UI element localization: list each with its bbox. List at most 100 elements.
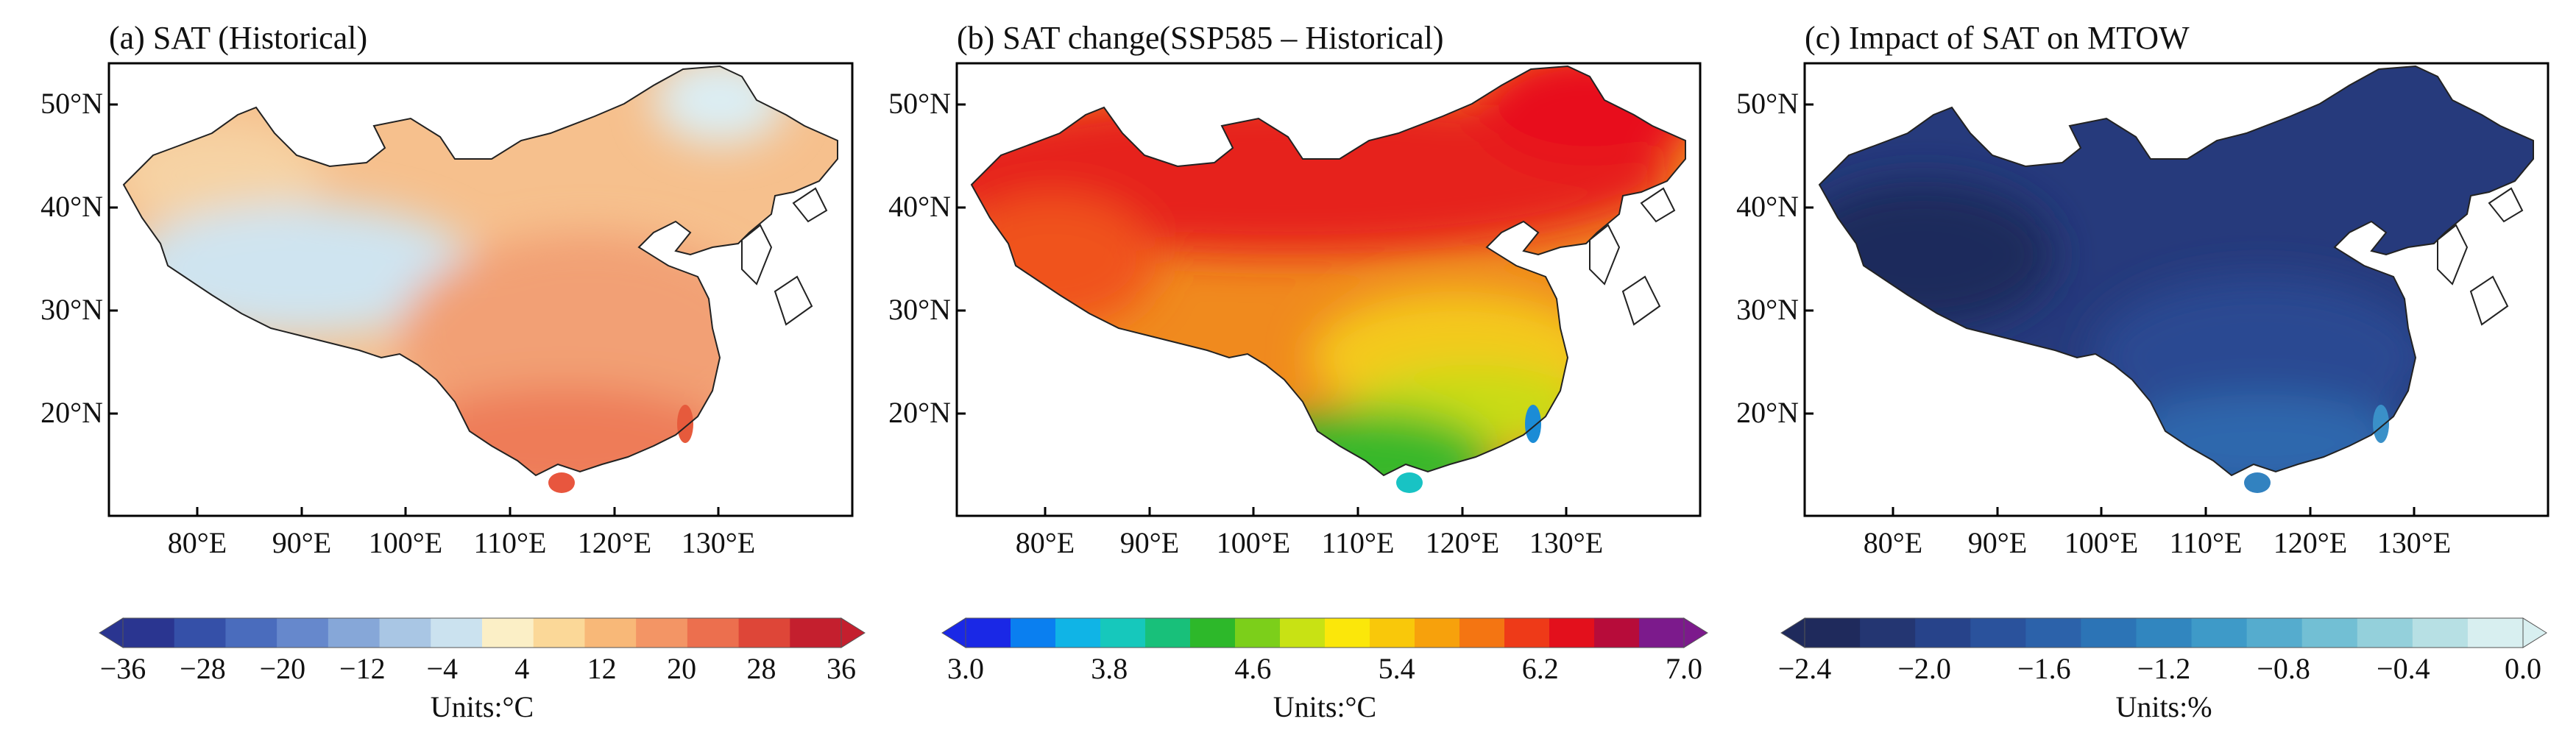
lon-label: 130°E bbox=[1529, 526, 1603, 559]
colorbar-tick-label: 3.8 bbox=[1091, 652, 1128, 685]
colorbar-tick-label: −1.6 bbox=[2017, 652, 2071, 685]
colorbar-segment bbox=[636, 618, 688, 648]
lon-label: 110°E bbox=[474, 526, 547, 559]
lat-label: 50°N bbox=[1736, 87, 1799, 120]
panel-b-taiwan bbox=[1525, 405, 1541, 443]
colorbar-max-arrow bbox=[841, 617, 866, 648]
panel-a-map bbox=[107, 62, 854, 517]
lon-label: 100°E bbox=[1217, 526, 1290, 559]
colorbar-segment bbox=[2467, 618, 2524, 648]
colorbar-segment bbox=[2301, 618, 2358, 648]
colorbar-tick-label: −28 bbox=[180, 652, 226, 685]
panel-b-lon-labels: 80°E 90°E 100°E 110°E 120°E 130°E bbox=[1016, 507, 1603, 559]
colorbar-min-arrow bbox=[99, 617, 124, 648]
colorbar-segment bbox=[482, 618, 534, 648]
colorbar-segment bbox=[2136, 618, 2193, 648]
lat-label: 40°N bbox=[1736, 190, 1799, 223]
panel-b-frame bbox=[955, 62, 1702, 517]
panel-c-taiwan bbox=[2373, 405, 2389, 443]
lon-label: 90°E bbox=[1968, 526, 2027, 559]
colorbar-segment bbox=[2081, 618, 2137, 648]
panel-c: (c) Impact of SAT on MTOW 50°N 40°N 30°N 20… bbox=[1736, 20, 2550, 559]
lon-label: 100°E bbox=[2064, 526, 2138, 559]
colorbar-units: Units:% bbox=[2115, 690, 2212, 723]
colorbar-tick-label: 36 bbox=[827, 652, 856, 685]
lon-label: 110°E bbox=[2170, 526, 2243, 559]
lon-label: 80°E bbox=[168, 526, 227, 559]
lat-label: 20°N bbox=[1736, 396, 1799, 429]
colorbar-min-arrow bbox=[1780, 617, 1805, 648]
panel-a-zone-south bbox=[396, 387, 735, 475]
lon-label: 120°E bbox=[578, 526, 651, 559]
colorbar-segment bbox=[1145, 618, 1191, 648]
colorbar-segment bbox=[123, 618, 175, 648]
colorbar-tick-label: 4.6 bbox=[1234, 652, 1271, 685]
lon-label: 120°E bbox=[2274, 526, 2347, 559]
panel-c-zone-central bbox=[2092, 277, 2430, 439]
panel-a-lat-labels: 50°N 40°N 30°N 20°N bbox=[40, 87, 118, 429]
colorbar-segment bbox=[738, 618, 790, 648]
panel-c-lat-labels: 50°N 40°N 30°N 20°N bbox=[1736, 87, 1814, 429]
lat-label: 30°N bbox=[40, 293, 103, 326]
colorbar-units: Units:°C bbox=[1273, 690, 1376, 723]
lon-label: 90°E bbox=[1120, 526, 1179, 559]
colorbar-a: −36 −28 −20 −12 −4 4 12 20 28 36 Units:°C bbox=[99, 617, 866, 723]
colorbar-outline bbox=[122, 617, 842, 648]
colorbar-segment bbox=[277, 618, 329, 648]
colorbar-segment bbox=[1100, 618, 1146, 648]
colorbar-segment bbox=[1970, 618, 2026, 648]
lon-label: 80°E bbox=[1016, 526, 1075, 559]
colorbar-max-arrow bbox=[1683, 617, 1708, 648]
colorbar-segment bbox=[966, 618, 1011, 648]
colorbar-segment bbox=[1860, 618, 1916, 648]
colorbar-tick-label: −12 bbox=[339, 652, 386, 685]
colorbar-b: 3.0 3.8 4.6 5.4 6.2 7.0 Units:°C bbox=[941, 617, 1708, 723]
lat-label: 50°N bbox=[888, 87, 951, 120]
colorbar-min-arrow bbox=[941, 617, 966, 648]
colorbar-tick-label: 3.0 bbox=[947, 652, 984, 685]
colorbar-segment bbox=[584, 618, 637, 648]
colorbar-segment bbox=[328, 618, 381, 648]
colorbar-segment bbox=[2412, 618, 2469, 648]
panel-b: (b) SAT change(SSP585 – Historical) 50°N… bbox=[888, 20, 1702, 559]
colorbar-tick-label: 12 bbox=[587, 652, 617, 685]
colorbar-segment bbox=[1639, 618, 1685, 648]
panel-b-coastlines bbox=[1589, 187, 1676, 326]
colorbar-tick-label: −2.4 bbox=[1778, 652, 1832, 685]
lat-label: 30°N bbox=[888, 293, 951, 326]
colorbar-segment bbox=[1280, 618, 1326, 648]
lon-label: 130°E bbox=[2377, 526, 2451, 559]
colorbar-segment bbox=[2246, 618, 2303, 648]
lon-label: 90°E bbox=[272, 526, 331, 559]
colorbar-segment bbox=[431, 618, 483, 648]
colorbar-segment bbox=[379, 618, 431, 648]
colorbar-segment bbox=[1459, 618, 1505, 648]
panel-b-lat-labels: 50°N 40°N 30°N 20°N bbox=[888, 87, 966, 429]
panel-a-frame bbox=[107, 62, 854, 517]
panel-b-hainan bbox=[1396, 472, 1423, 493]
colorbar-tick-label: −4 bbox=[426, 652, 458, 685]
panel-c-map bbox=[1803, 62, 2550, 517]
colorbar-tick-label: 4 bbox=[514, 652, 529, 685]
colorbar-tick-label: 0.0 bbox=[2505, 652, 2541, 685]
panel-a-coastlines bbox=[741, 187, 828, 326]
colorbar-segment bbox=[1011, 618, 1056, 648]
lat-label: 50°N bbox=[40, 87, 103, 120]
colorbar-segment bbox=[687, 618, 740, 648]
lat-label: 20°N bbox=[40, 396, 103, 429]
colorbar-segment bbox=[225, 618, 277, 648]
colorbar-segment bbox=[2025, 618, 2081, 648]
colorbar-tick-label: 6.2 bbox=[1522, 652, 1559, 685]
colorbar-segment bbox=[1415, 618, 1460, 648]
panel-c-lon-labels: 80°E 90°E 100°E 110°E 120°E 130°E bbox=[1864, 507, 2451, 559]
colorbar-tick-label: 7.0 bbox=[1666, 652, 1702, 685]
colorbar-segment bbox=[1594, 618, 1640, 648]
panel-a-title: (a) SAT (Historical) bbox=[109, 20, 367, 56]
colorbar-tick-label: −1.2 bbox=[2137, 652, 2191, 685]
panel-a-hainan bbox=[548, 472, 575, 493]
colorbar-segment bbox=[174, 618, 226, 648]
colorbar-tick-label: 28 bbox=[747, 652, 776, 685]
panel-a: (a) SAT (Historical) 50°N 40°N 30°N 20°N 80… bbox=[40, 20, 854, 559]
colorbar-segment bbox=[790, 618, 842, 648]
